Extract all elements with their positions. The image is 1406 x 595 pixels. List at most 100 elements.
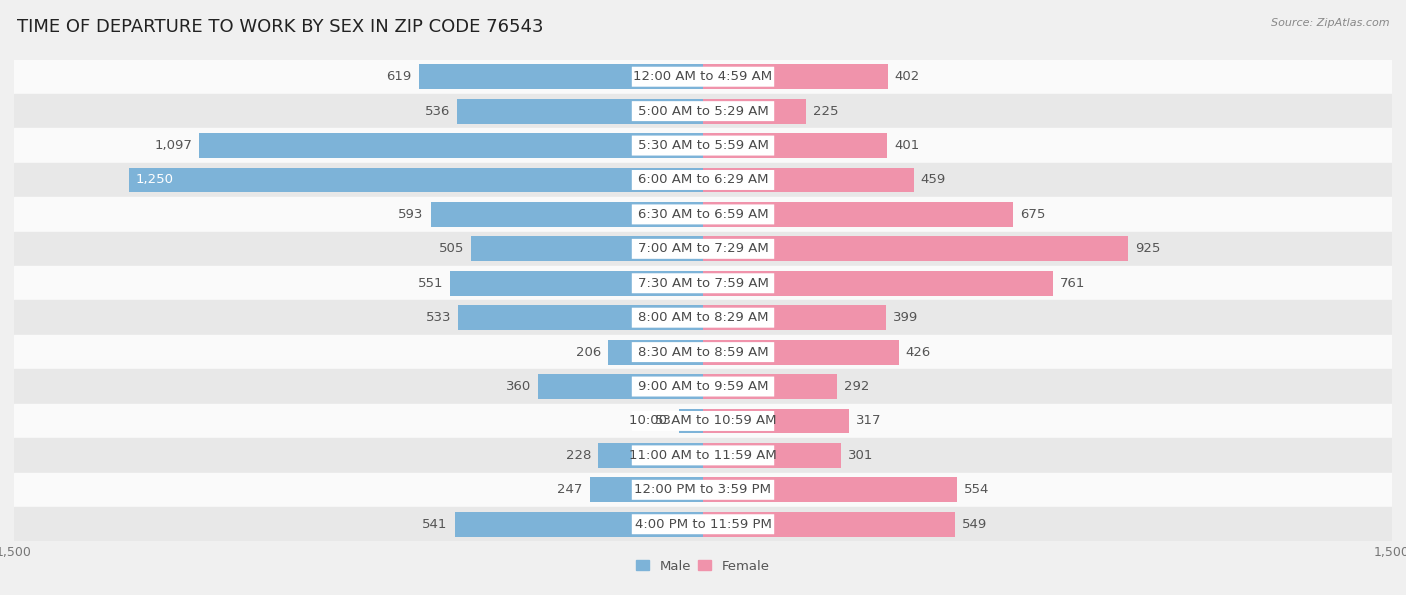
Bar <box>703 305 886 330</box>
Text: 53: 53 <box>655 415 672 427</box>
Text: 206: 206 <box>576 346 602 359</box>
Text: 459: 459 <box>921 174 946 186</box>
FancyBboxPatch shape <box>631 446 775 465</box>
Text: 402: 402 <box>894 70 920 83</box>
Bar <box>200 133 703 158</box>
Bar <box>703 409 849 433</box>
Bar <box>14 472 1392 507</box>
Text: 7:30 AM to 7:59 AM: 7:30 AM to 7:59 AM <box>637 277 769 290</box>
Text: 6:30 AM to 6:59 AM: 6:30 AM to 6:59 AM <box>638 208 768 221</box>
FancyBboxPatch shape <box>631 342 775 362</box>
Bar <box>14 404 1392 438</box>
Bar <box>703 99 807 124</box>
Bar <box>14 335 1392 369</box>
Bar <box>14 129 1392 163</box>
Text: 593: 593 <box>398 208 423 221</box>
Bar <box>430 202 703 227</box>
Bar <box>703 271 1053 296</box>
Bar <box>14 438 1392 472</box>
Text: 505: 505 <box>439 242 464 255</box>
Bar <box>703 374 837 399</box>
Text: 541: 541 <box>422 518 447 531</box>
Text: Source: ZipAtlas.com: Source: ZipAtlas.com <box>1271 18 1389 28</box>
Text: 247: 247 <box>557 483 582 496</box>
Text: 301: 301 <box>848 449 873 462</box>
Bar <box>14 94 1392 129</box>
Text: 5:00 AM to 5:29 AM: 5:00 AM to 5:29 AM <box>638 105 768 118</box>
Text: 554: 554 <box>965 483 990 496</box>
Bar <box>703 340 898 365</box>
Text: 292: 292 <box>844 380 869 393</box>
Bar <box>471 236 703 261</box>
Text: 317: 317 <box>855 415 882 427</box>
FancyBboxPatch shape <box>631 273 775 293</box>
Bar <box>14 266 1392 300</box>
FancyBboxPatch shape <box>631 136 775 155</box>
Text: 228: 228 <box>567 449 592 462</box>
Text: 8:30 AM to 8:59 AM: 8:30 AM to 8:59 AM <box>638 346 768 359</box>
Bar <box>14 231 1392 266</box>
Text: 11:00 AM to 11:59 AM: 11:00 AM to 11:59 AM <box>628 449 778 462</box>
Text: TIME OF DEPARTURE TO WORK BY SEX IN ZIP CODE 76543: TIME OF DEPARTURE TO WORK BY SEX IN ZIP … <box>17 18 543 36</box>
Bar <box>703 477 957 502</box>
Bar <box>14 369 1392 404</box>
Text: 225: 225 <box>813 105 839 118</box>
Text: 675: 675 <box>1019 208 1045 221</box>
FancyBboxPatch shape <box>631 514 775 534</box>
FancyBboxPatch shape <box>631 67 775 87</box>
Text: 761: 761 <box>1059 277 1085 290</box>
Text: 1,250: 1,250 <box>136 174 174 186</box>
Bar <box>703 168 914 192</box>
Bar <box>703 202 1012 227</box>
Text: 9:00 AM to 9:59 AM: 9:00 AM to 9:59 AM <box>638 380 768 393</box>
Bar <box>450 271 703 296</box>
FancyBboxPatch shape <box>631 205 775 224</box>
FancyBboxPatch shape <box>631 411 775 431</box>
Text: 5:30 AM to 5:59 AM: 5:30 AM to 5:59 AM <box>637 139 769 152</box>
Legend: Male, Female: Male, Female <box>631 555 775 578</box>
Bar <box>454 512 703 537</box>
Text: 925: 925 <box>1135 242 1160 255</box>
Text: 551: 551 <box>418 277 443 290</box>
Text: 549: 549 <box>962 518 987 531</box>
FancyBboxPatch shape <box>631 170 775 190</box>
Bar <box>609 340 703 365</box>
Bar <box>679 409 703 433</box>
Bar <box>599 443 703 468</box>
Bar <box>458 305 703 330</box>
Text: 399: 399 <box>893 311 918 324</box>
Text: 619: 619 <box>387 70 412 83</box>
Text: 4:00 PM to 11:59 PM: 4:00 PM to 11:59 PM <box>634 518 772 531</box>
Bar <box>14 507 1392 541</box>
Bar <box>589 477 703 502</box>
FancyBboxPatch shape <box>631 480 775 500</box>
Bar <box>14 300 1392 335</box>
Bar <box>457 99 703 124</box>
Text: 10:00 AM to 10:59 AM: 10:00 AM to 10:59 AM <box>630 415 776 427</box>
FancyBboxPatch shape <box>631 377 775 396</box>
Bar <box>14 60 1392 94</box>
Text: 401: 401 <box>894 139 920 152</box>
FancyBboxPatch shape <box>631 101 775 121</box>
Text: 12:00 PM to 3:59 PM: 12:00 PM to 3:59 PM <box>634 483 772 496</box>
Text: 360: 360 <box>506 380 531 393</box>
Bar <box>537 374 703 399</box>
Text: 8:00 AM to 8:29 AM: 8:00 AM to 8:29 AM <box>638 311 768 324</box>
Bar <box>419 64 703 89</box>
FancyBboxPatch shape <box>631 239 775 259</box>
Text: 6:00 AM to 6:29 AM: 6:00 AM to 6:29 AM <box>638 174 768 186</box>
Bar <box>14 197 1392 231</box>
Text: 1,097: 1,097 <box>155 139 193 152</box>
Text: 12:00 AM to 4:59 AM: 12:00 AM to 4:59 AM <box>634 70 772 83</box>
Bar <box>703 64 887 89</box>
Text: 533: 533 <box>426 311 451 324</box>
Text: 426: 426 <box>905 346 931 359</box>
FancyBboxPatch shape <box>631 308 775 328</box>
Text: 536: 536 <box>425 105 450 118</box>
Bar <box>703 443 841 468</box>
Bar <box>703 512 955 537</box>
Bar <box>703 236 1128 261</box>
Bar <box>703 133 887 158</box>
Text: 7:00 AM to 7:29 AM: 7:00 AM to 7:29 AM <box>638 242 768 255</box>
Bar <box>14 163 1392 197</box>
